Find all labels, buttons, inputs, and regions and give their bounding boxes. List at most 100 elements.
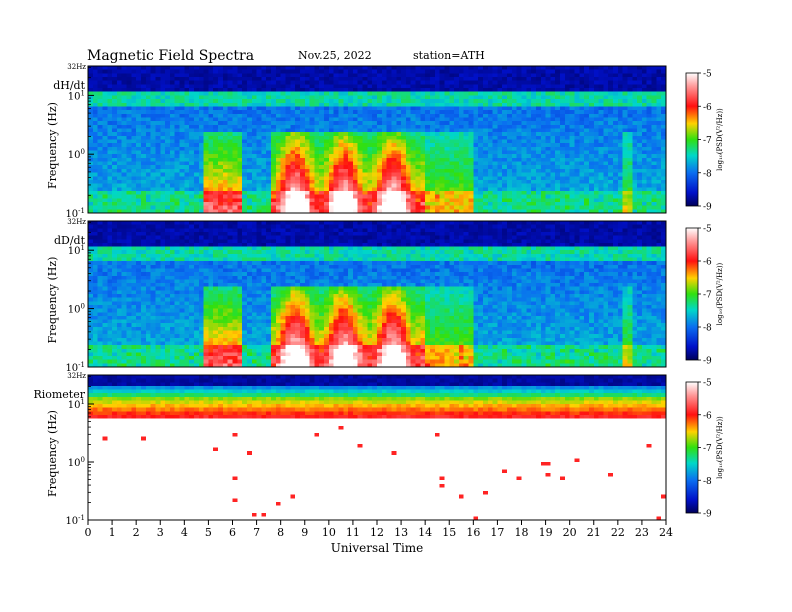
spectrogram-image bbox=[88, 221, 667, 368]
panel-name: dH/dt bbox=[53, 79, 85, 92]
y-axis-label: Frequency (Hz) bbox=[46, 257, 59, 344]
x-axis-label: Universal Time bbox=[331, 541, 424, 555]
x-tick-label: 3 bbox=[157, 526, 164, 539]
y-tick-label: 101 bbox=[68, 244, 85, 257]
figure-title: Magnetic Field Spectra bbox=[87, 48, 254, 64]
y-axis-label: Frequency (Hz) bbox=[46, 410, 59, 497]
colorbar-tick-label: -8 bbox=[703, 477, 712, 487]
x-tick-label: 1 bbox=[109, 526, 116, 539]
colorbar-label: log₁₀(PSD(V²/Hz)) bbox=[716, 108, 724, 171]
colorbar-tick-label: -9 bbox=[703, 357, 712, 367]
x-tick-label: 5 bbox=[205, 526, 212, 539]
y-tick-exponent: 1 bbox=[81, 244, 85, 252]
x-tick-label: 21 bbox=[587, 526, 601, 539]
colorbar-tick-label: -6 bbox=[703, 258, 712, 268]
colorbar-tick-label: -5 bbox=[703, 225, 712, 235]
colorbar-tick-label: -9 bbox=[703, 203, 712, 213]
x-tick-label: 17 bbox=[490, 526, 504, 539]
colorbar-tick-label: -8 bbox=[703, 169, 712, 179]
colorbar-tick-label: -7 bbox=[703, 136, 712, 146]
y-tick-label: 100 bbox=[68, 148, 85, 161]
colorbar-gradient bbox=[685, 72, 699, 207]
colorbar-2: -5 -6 -7 -8 -9 log₁₀(PSD(V²/Hz)) bbox=[685, 225, 724, 367]
y-tick-base: 10 bbox=[68, 458, 81, 469]
x-tick-label: 4 bbox=[181, 526, 188, 539]
spectrogram-image bbox=[88, 66, 667, 214]
y-tick-base: 10 bbox=[68, 150, 81, 161]
y-tick-base: 10 bbox=[65, 209, 78, 220]
y-tick-base: 10 bbox=[68, 305, 81, 316]
colorbars: -5 -6 -7 -8 -9 log₁₀(PSD(V²/Hz)) -5 -6 -7 -8 -9 log… bbox=[685, 70, 724, 520]
panel-frame bbox=[87, 220, 667, 368]
colorbar-label: log₁₀(PSD(V²/Hz)) bbox=[716, 262, 724, 325]
y-tick-label: 10-1 bbox=[65, 514, 85, 527]
y-tick-base: 10 bbox=[68, 246, 81, 257]
station-label: station=ATH bbox=[413, 49, 485, 62]
y-tick-base: 10 bbox=[65, 363, 78, 374]
colorbar-tick-label: -5 bbox=[703, 379, 712, 389]
y-tick-base: 10 bbox=[68, 91, 81, 102]
colorbar-tick-label: -8 bbox=[703, 324, 712, 334]
x-tick-label: 8 bbox=[277, 526, 284, 539]
panel-name: dD/dt bbox=[54, 234, 86, 247]
x-tick-label: 9 bbox=[301, 526, 308, 539]
time-axis: 0 1 2 3 4 5 6 7 8 9 10 11 12 13 14 15 16 17 18 19 20 21 22 23 24 bbox=[85, 520, 673, 539]
y-tick-label: 100 bbox=[68, 456, 85, 469]
y-tick-label: 100 bbox=[68, 303, 85, 316]
x-tick-label: 14 bbox=[418, 526, 432, 539]
colorbar-tick-label: -7 bbox=[703, 444, 712, 454]
x-tick-label: 6 bbox=[229, 526, 236, 539]
colorbar-tick-label: -6 bbox=[703, 411, 712, 421]
x-tick-label: 12 bbox=[370, 526, 384, 539]
x-tick-label: 16 bbox=[466, 526, 480, 539]
y-axis-label: Frequency (Hz) bbox=[46, 102, 59, 189]
y-tick-exponent: 1 bbox=[81, 89, 85, 97]
y-tick-label: 10-1 bbox=[65, 361, 85, 374]
x-tick-label: 0 bbox=[85, 526, 92, 539]
y-tick-exponent: 0 bbox=[81, 303, 85, 311]
top-frequency-label: 32Hz bbox=[67, 372, 86, 380]
x-tick-label: 19 bbox=[539, 526, 553, 539]
panel-name: Riometer bbox=[33, 388, 85, 401]
y-tick-exponent: 1 bbox=[81, 398, 85, 406]
x-tick-label: 18 bbox=[515, 526, 529, 539]
colorbar-tick-label: -5 bbox=[703, 70, 712, 80]
x-tick-label: 24 bbox=[659, 526, 673, 539]
date-label: Nov.25, 2022 bbox=[298, 49, 372, 62]
x-tick-label: 10 bbox=[322, 526, 336, 539]
colorbar-gradient bbox=[685, 381, 699, 514]
y-tick-label: 10-1 bbox=[65, 207, 85, 220]
y-tick-exponent: -1 bbox=[78, 361, 85, 369]
colorbar-tick-label: -9 bbox=[703, 510, 712, 520]
x-tick-label: 20 bbox=[563, 526, 577, 539]
x-tick-label: 2 bbox=[133, 526, 140, 539]
top-frequency-label: 32Hz bbox=[67, 218, 86, 226]
y-tick-exponent: 0 bbox=[81, 148, 85, 156]
colorbar-1: -5 -6 -7 -8 -9 log₁₀(PSD(V²/Hz)) bbox=[685, 70, 724, 213]
colorbar-tick-label: -6 bbox=[703, 103, 712, 113]
colorbar-label: log₁₀(PSD(V²/Hz)) bbox=[716, 416, 724, 479]
top-frequency-label: 32Hz bbox=[67, 63, 86, 71]
y-tick-exponent: -1 bbox=[78, 207, 85, 215]
x-tick-label: 23 bbox=[635, 526, 649, 539]
x-tick-label: 22 bbox=[611, 526, 625, 539]
x-tick-label: 11 bbox=[346, 526, 360, 539]
colorbar-gradient bbox=[685, 227, 699, 361]
y-tick-label: 101 bbox=[68, 89, 85, 102]
x-tick-label: 13 bbox=[394, 526, 408, 539]
y-tick-exponent: -1 bbox=[78, 514, 85, 522]
x-tick-label: 7 bbox=[253, 526, 260, 539]
spectrogram-image bbox=[88, 375, 667, 521]
panel-frame bbox=[87, 65, 667, 214]
y-tick-exponent: 0 bbox=[81, 456, 85, 464]
y-tick-label: 101 bbox=[68, 398, 85, 411]
colorbar-3: -5 -6 -7 -8 -9 log₁₀(PSD(V²/Hz)) bbox=[685, 379, 724, 520]
x-tick-label: 15 bbox=[442, 526, 456, 539]
y-tick-base: 10 bbox=[68, 400, 81, 411]
colorbar-tick-label: -7 bbox=[703, 291, 712, 301]
